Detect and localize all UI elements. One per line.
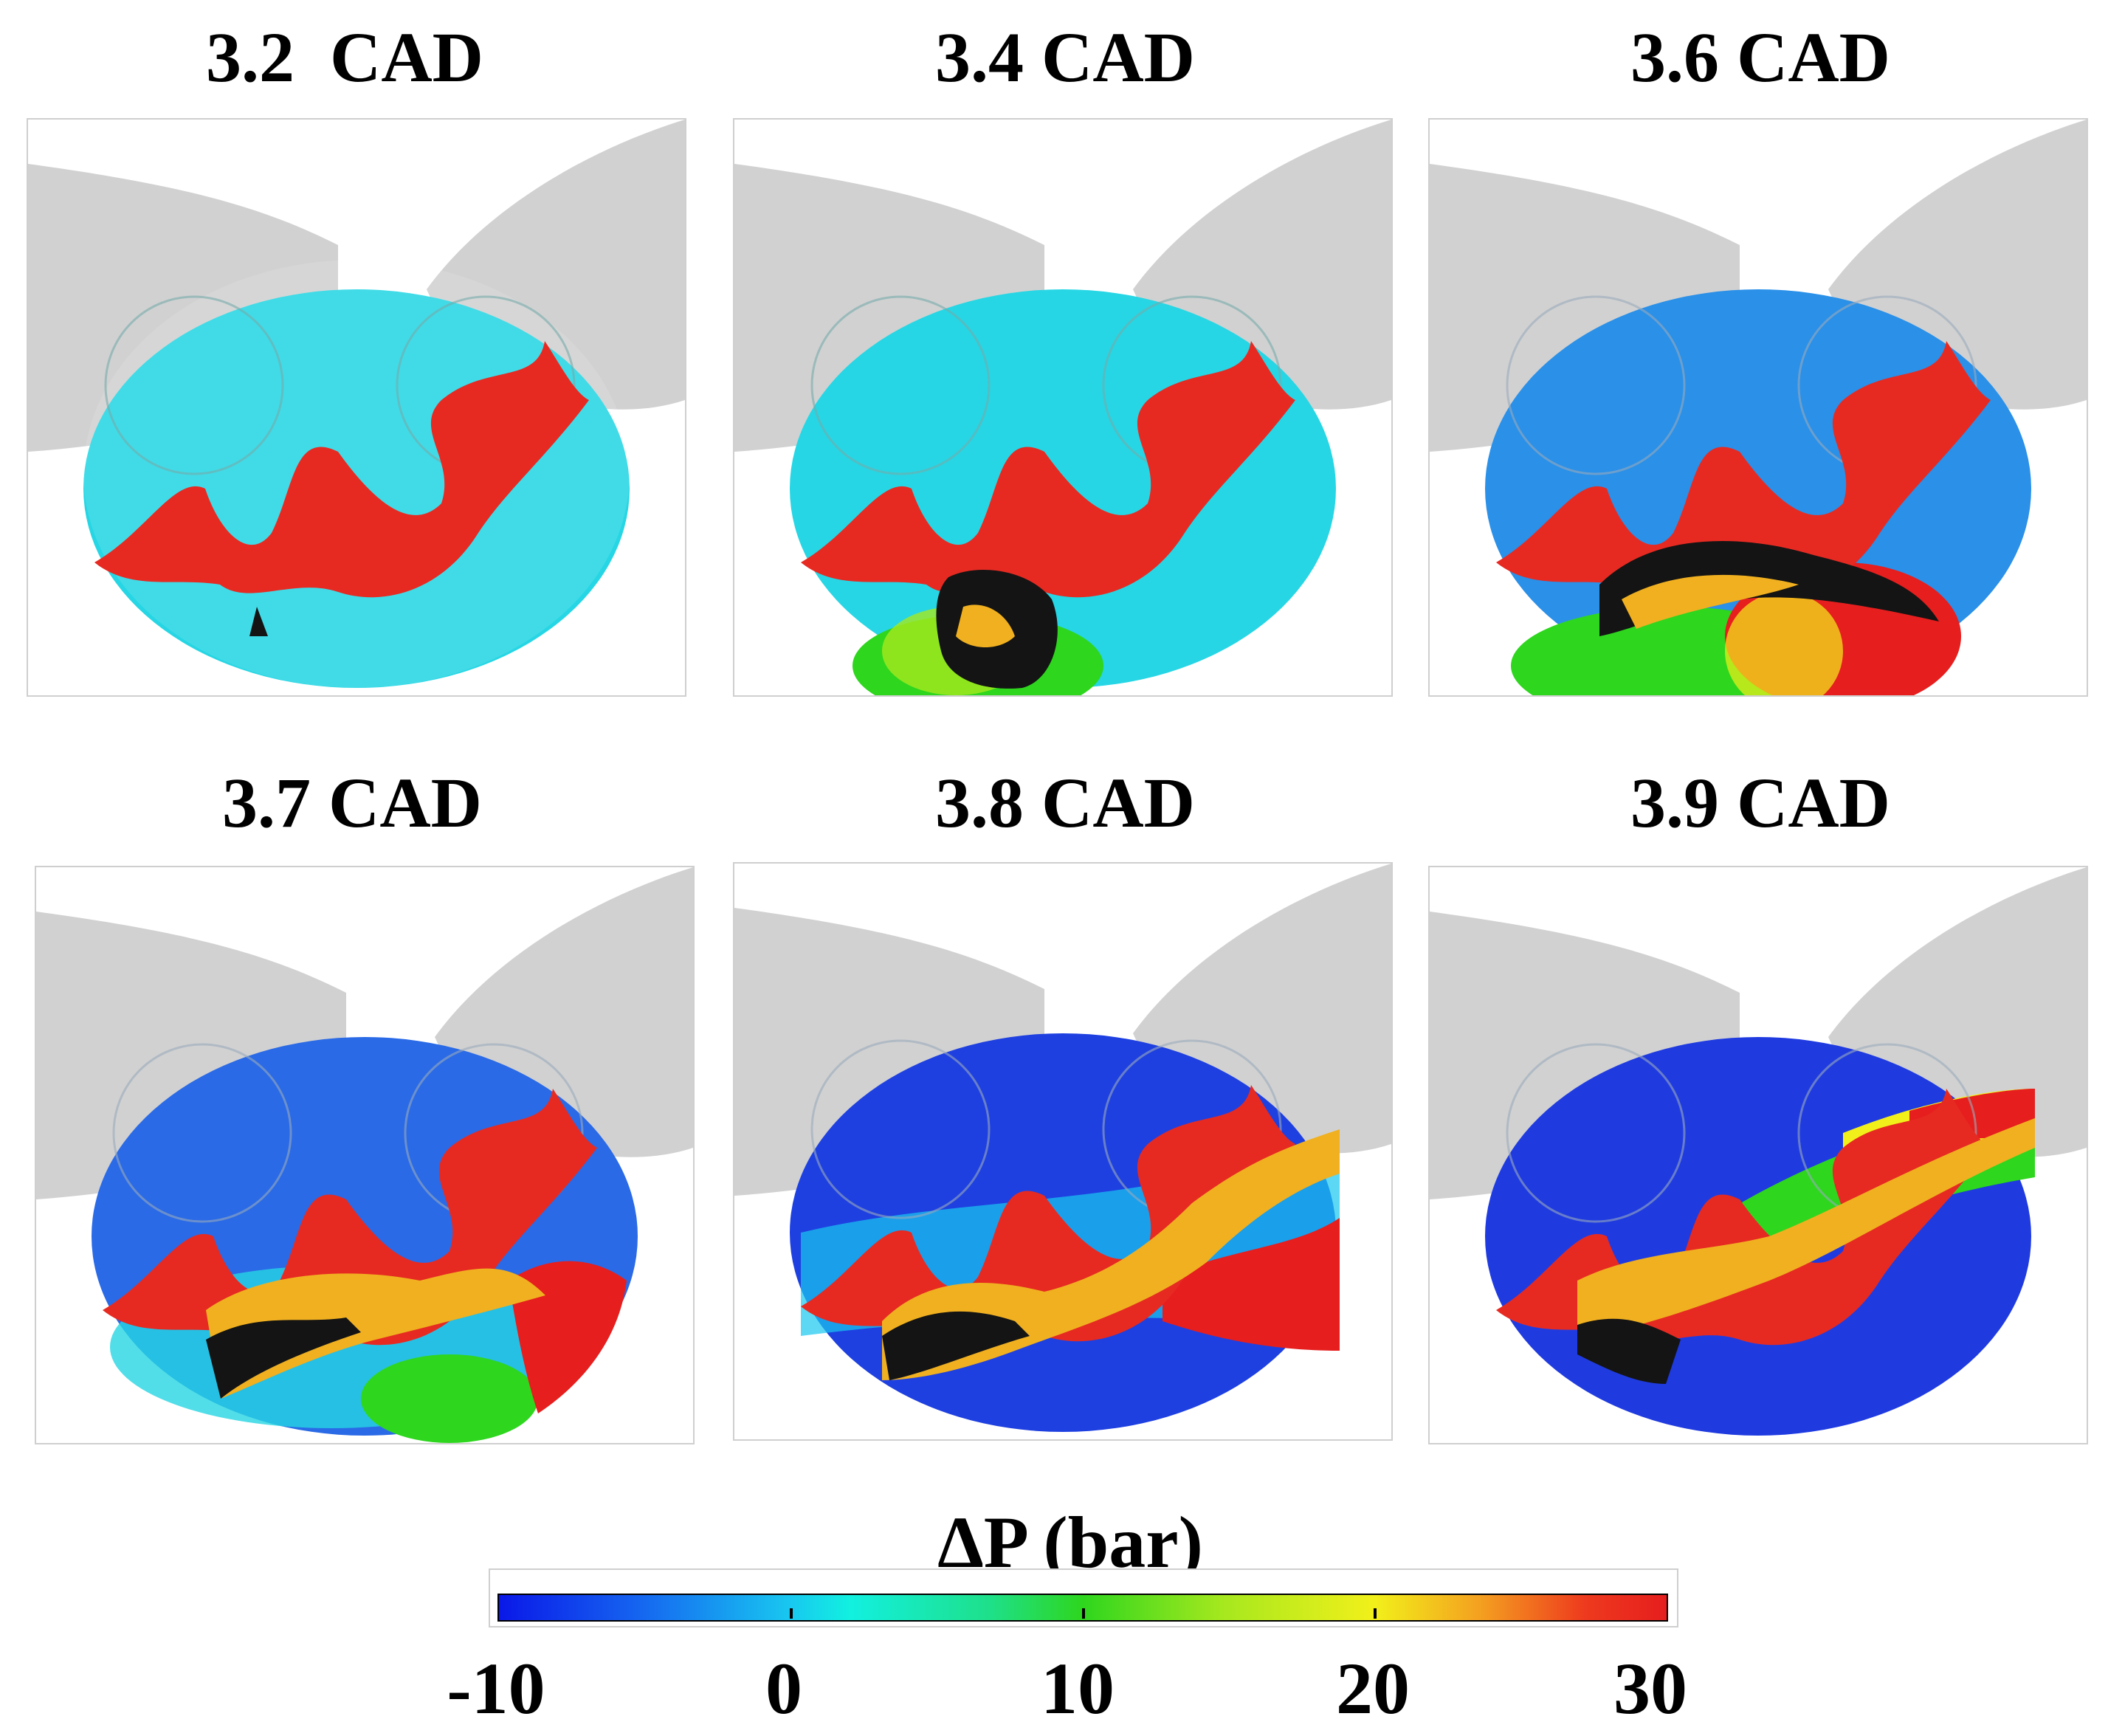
simulation-panel-3 bbox=[1428, 118, 2088, 697]
colorbar-tick-10 bbox=[1082, 1608, 1085, 1619]
colorbar-tick-0 bbox=[790, 1608, 793, 1619]
colorbar-tick-label-0: 0 bbox=[765, 1647, 802, 1729]
colorbar-tick-label-min: -10 bbox=[447, 1647, 545, 1729]
panel-title-3: 3.6 CAD bbox=[1630, 18, 1890, 97]
simulation-panel-4 bbox=[35, 866, 695, 1444]
cylinder-render-2 bbox=[734, 120, 1391, 695]
simulation-panel-1 bbox=[27, 118, 686, 697]
panel-title-2: 3.4 CAD bbox=[935, 18, 1195, 97]
simulation-panel-2 bbox=[733, 118, 1393, 697]
colorbar bbox=[489, 1568, 1678, 1628]
colorbar-title: ΔP (bar) bbox=[937, 1501, 1203, 1583]
simulation-panel-6 bbox=[1428, 866, 2088, 1444]
cylinder-render-3 bbox=[1430, 120, 2087, 695]
cylinder-render-4 bbox=[36, 867, 693, 1443]
cylinder-render-1 bbox=[28, 120, 685, 688]
colorbar-tick-label-10: 10 bbox=[1041, 1647, 1115, 1729]
colorbar-tick-20 bbox=[1374, 1608, 1377, 1619]
cylinder-render-6 bbox=[1430, 867, 2087, 1436]
panel-title-5: 3.8 CAD bbox=[935, 763, 1195, 842]
cylinder-render-5 bbox=[734, 864, 1391, 1432]
panel-title-1: 3.2 CAD bbox=[206, 18, 483, 97]
colorbar-tick-label-max: 30 bbox=[1613, 1647, 1687, 1729]
panel-title-6: 3.9 CAD bbox=[1630, 763, 1890, 842]
panel-title-4: 3.7 CAD bbox=[222, 763, 482, 842]
colorbar-tick-label-20: 20 bbox=[1336, 1647, 1410, 1729]
simulation-panel-5 bbox=[733, 862, 1393, 1441]
colorbar-gradient bbox=[497, 1594, 1668, 1622]
